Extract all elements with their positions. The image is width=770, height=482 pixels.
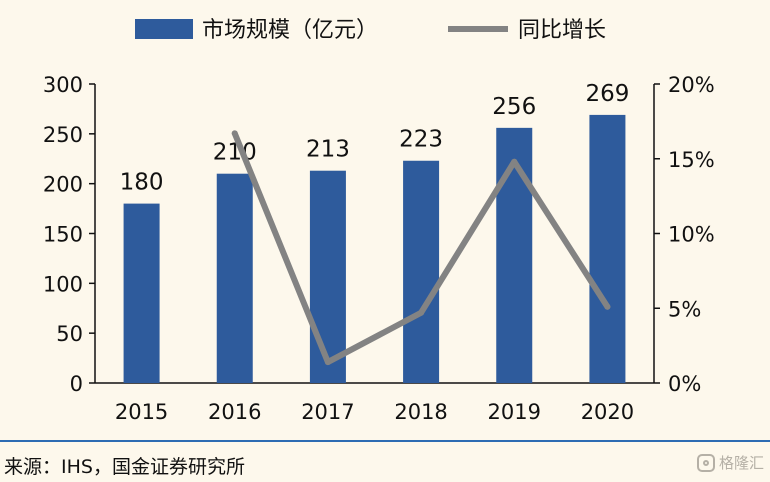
footer-rule [0,440,770,442]
x-tick-labels: 2015 2016 2017 2018 2019 2020 [115,400,634,424]
bar-value-label: 223 [399,127,443,153]
watermark-text: 格隆汇 [718,454,764,472]
right-tick-label: 5% [668,297,701,321]
right-tick-label: 0% [668,372,701,396]
right-tick-label: 20% [668,73,715,97]
left-tick-label: 150 [43,223,83,247]
legend-bar-swatch [135,19,193,39]
bar-value-label: 269 [585,81,629,107]
right-tick-label: 10% [668,223,715,247]
bar-2019 [496,127,533,383]
left-tick-label: 200 [43,173,83,197]
x-tick-label: 2015 [115,400,168,424]
bar-2016 [216,173,253,383]
legend-line-label: 同比增长 [518,18,606,43]
left-tick-label: 250 [43,123,83,147]
watermark-logo-icon [696,453,715,472]
left-tick-label: 50 [56,322,83,346]
chart: 市场规模（亿元） 同比增长 0 50 100 150 200 250 300 0% 5% 10%… [43,18,715,424]
source-note: 来源：IHS，国金证券研究所 [4,456,245,478]
left-tick-label: 0 [70,372,83,396]
bar-value-label: 210 [213,140,257,166]
bars [123,114,626,383]
growth-point-2018 [418,309,425,316]
x-tick-label: 2020 [581,400,634,424]
left-y-ticks: 0 50 100 150 200 250 300 [43,73,95,396]
x-tick-label: 2017 [301,400,354,424]
right-y-ticks: 0% 5% 10% 15% 20% [654,73,715,396]
watermark: 格隆汇 [696,452,764,473]
bar-value-label: 256 [492,94,536,120]
x-tick-label: 2018 [394,400,447,424]
growth-line-layer [231,130,611,366]
bar-value-label: 213 [306,137,350,163]
growth-point-2017 [324,359,331,366]
left-tick-label: 300 [43,73,83,97]
legend: 市场规模（亿元） 同比增长 [135,18,606,43]
bar-value-label: 180 [120,170,164,196]
x-tick-label: 2016 [208,400,261,424]
left-tick-label: 100 [43,272,83,296]
bar-2020 [589,114,626,383]
growth-point-2020 [604,303,611,310]
bar-2017 [309,170,346,383]
growth-point-2016 [231,130,238,137]
right-tick-label: 15% [668,148,715,172]
bar-labels: 180 210 213 223 256 269 [120,81,630,196]
legend-bar-label: 市场规模（亿元） [202,18,378,43]
bar-2015 [123,203,160,383]
growth-point-2019 [511,158,518,165]
bar-2018 [403,160,440,383]
x-tick-label: 2019 [488,400,541,424]
